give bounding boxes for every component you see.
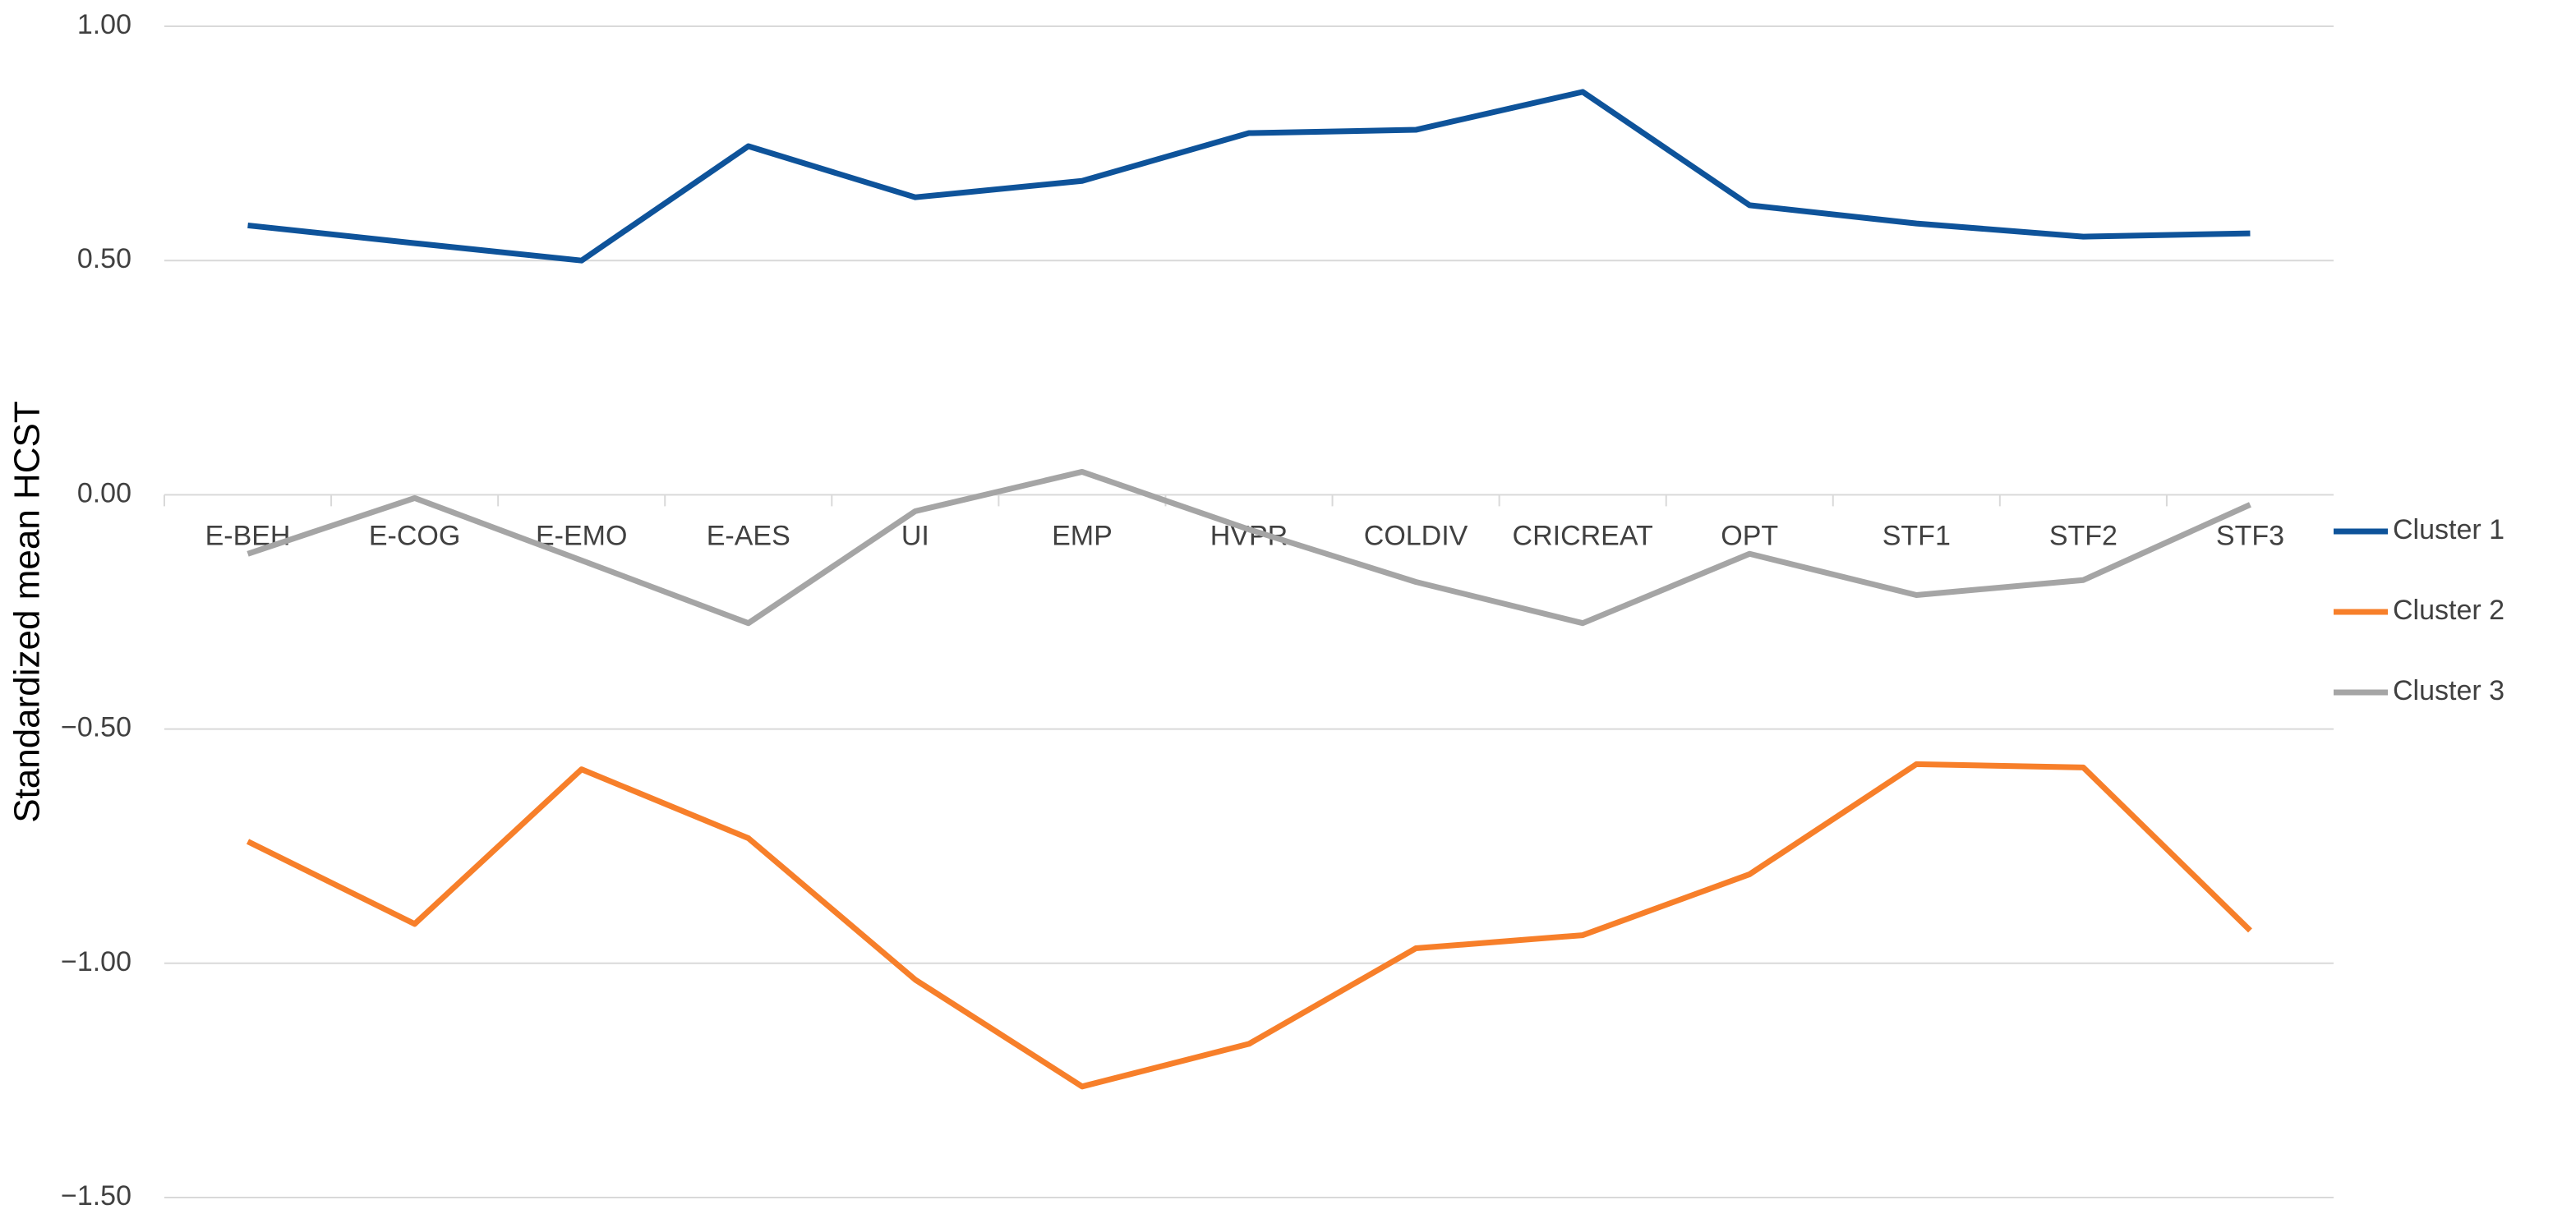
- series-line: [247, 89, 2251, 264]
- x-tick-label: E-COG: [369, 520, 460, 551]
- x-tick-label: OPT: [1721, 520, 1778, 551]
- y-tick-label: −0.50: [61, 712, 131, 743]
- y-tick-label: 0.00: [77, 477, 131, 508]
- y-tick-label: 1.00: [77, 9, 131, 40]
- legend-label: Cluster 1: [2393, 514, 2505, 545]
- x-tick-label: COLDIV: [1364, 520, 1468, 551]
- y-tick-label: −1.50: [61, 1180, 131, 1212]
- x-tick-label: STF1: [1882, 520, 1951, 551]
- x-tick-label: EMP: [1052, 520, 1113, 551]
- series-line: [246, 761, 2252, 1090]
- y-tick-label: 0.50: [77, 243, 131, 274]
- x-tick-label: UI: [901, 520, 929, 551]
- legend-label: Cluster 3: [2393, 675, 2505, 706]
- x-tick-label: STF3: [2216, 520, 2284, 551]
- x-tick-label: STF2: [2049, 520, 2117, 551]
- x-tick-label: E-AES: [707, 520, 790, 551]
- legend-label: Cluster 2: [2393, 595, 2505, 626]
- y-axis-label: Standardized mean HCST: [7, 401, 48, 823]
- x-tick-label: CRICREAT: [1513, 520, 1653, 551]
- series-line: [247, 468, 2251, 627]
- y-tick-label: −1.00: [61, 946, 131, 977]
